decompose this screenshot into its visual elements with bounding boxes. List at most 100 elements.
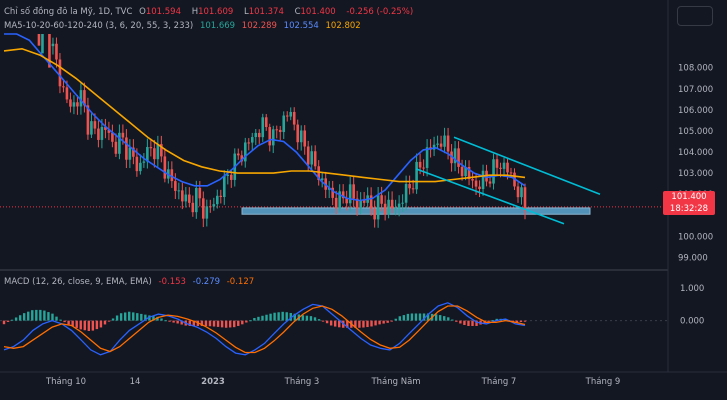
- candle-body: [83, 90, 86, 106]
- macd-histogram-bar: [333, 320, 337, 327]
- macd-histogram-bar: [338, 320, 341, 328]
- candle-body: [229, 174, 233, 180]
- macd-histogram-bar: [180, 320, 183, 325]
- macd-histogram-bar: [164, 320, 167, 322]
- candle-body: [153, 148, 156, 160]
- macd-histogram-bar: [467, 320, 470, 326]
- candle-body: [397, 203, 401, 209]
- candle-body: [198, 187, 202, 199]
- macd-histogram-bar: [515, 320, 519, 323]
- chart-title-bar: Chỉ số đồng đô la Mỹ, 1D, TVC O101.594 H…: [4, 7, 417, 18]
- macd-histogram-bar: [249, 320, 252, 322]
- macd-histogram-bar: [309, 316, 313, 321]
- candle-body: [209, 206, 212, 208]
- macd-histogram-bar: [22, 313, 26, 321]
- trendlines[interactable]: [415, 136, 601, 225]
- candle-body: [72, 102, 76, 107]
- candle-body: [331, 187, 334, 198]
- toolbar-button[interactable]: [677, 6, 713, 26]
- ma-label[interactable]: MA5-10-20-60-120-240 (3, 6, 20, 55, 3, 2…: [4, 21, 194, 31]
- candle-body: [125, 137, 128, 160]
- macd-label[interactable]: MACD (12, 26, close, 9, EMA, EMA): [4, 277, 152, 287]
- macd-histogram-bar: [128, 311, 131, 321]
- candle-body: [257, 132, 261, 138]
- macd-histogram-bar: [172, 320, 175, 323]
- candle-body: [432, 144, 436, 150]
- symbol-title[interactable]: Chỉ số đồng đô la Mỹ, 1D, TVC: [4, 7, 133, 17]
- last-price-value: 101.400: [671, 192, 707, 202]
- candle-body: [202, 198, 205, 219]
- candle-body: [453, 148, 457, 164]
- candle-body: [146, 147, 149, 162]
- macd-histogram-bar: [261, 315, 264, 321]
- candle-body: [443, 135, 446, 147]
- macd-histogram-bar: [511, 320, 515, 322]
- candle-body: [310, 151, 314, 165]
- macd-histogram-bar: [313, 317, 317, 321]
- candle-body: [523, 187, 527, 211]
- macd-histogram-bar: [386, 320, 389, 323]
- macd-histogram-bar: [192, 320, 196, 326]
- macd-histogram-bar: [148, 315, 151, 321]
- macd-histogram-bar: [241, 320, 244, 325]
- price-change: -0.256 (-0.25%): [346, 7, 414, 17]
- candle-body: [261, 117, 265, 138]
- macd-histogram-bar: [140, 313, 143, 321]
- time-tick-label: Tháng 10: [45, 377, 86, 387]
- candle-body: [139, 162, 142, 172]
- price-tick-label: 99.000: [678, 253, 708, 263]
- candle-body: [58, 59, 62, 87]
- candle-body: [359, 199, 362, 209]
- candle-body: [79, 90, 83, 107]
- macd-histogram-bar: [329, 320, 333, 326]
- candle-body: [163, 156, 167, 179]
- macd-histogram-bar: [43, 310, 46, 321]
- candle-body: [415, 161, 418, 190]
- macd-panel: [0, 302, 668, 356]
- candle-body: [268, 127, 272, 146]
- time-tick-label: Tháng 9: [585, 377, 621, 387]
- candle-body: [506, 162, 509, 173]
- macd-histogram-bar: [354, 320, 357, 328]
- macd-histogram-bar: [451, 319, 454, 321]
- candle-body: [275, 129, 279, 131]
- candle-body: [236, 153, 240, 156]
- macd-histogram-bar: [79, 320, 82, 330]
- ohlc-high: H101.609: [191, 7, 234, 17]
- candle-body: [174, 181, 177, 191]
- macd-histogram-bar: [491, 320, 494, 322]
- candle-body: [317, 166, 320, 181]
- candle-body: [69, 99, 72, 107]
- macd-histogram-bar: [2, 320, 6, 325]
- ma-legend: MA5-10-20-60-120-240 (3, 6, 20, 55, 3, 2…: [4, 21, 365, 32]
- macd-line-value: -0.279: [192, 277, 221, 287]
- time-axis[interactable]: Tháng 10 14 2023 Tháng 3 Tháng Năm Tháng 7 Thá…: [45, 377, 620, 387]
- macd-histogram-bar: [447, 317, 450, 321]
- macd-histogram-bar: [200, 320, 204, 326]
- candle-body: [188, 194, 191, 203]
- candle-body: [394, 208, 397, 210]
- support-zone-rect: [241, 207, 591, 215]
- macd-histogram-bar: [366, 320, 369, 328]
- candle-body: [341, 191, 345, 199]
- macd-histogram-bar: [75, 320, 78, 328]
- macd-histogram-bar: [63, 320, 66, 323]
- candle-body: [48, 34, 51, 68]
- macd-histogram-bar: [382, 320, 385, 324]
- candle-body: [156, 144, 160, 160]
- candle-body: [142, 161, 146, 163]
- candle-body: [222, 175, 226, 197]
- candle-body: [404, 184, 408, 203]
- candle-body: [100, 127, 104, 140]
- macd-histogram-bar: [463, 320, 466, 325]
- macd-histogram-bar: [346, 320, 349, 328]
- moving-average-line: [3, 47, 526, 183]
- moving-average-line: [4, 33, 526, 202]
- macd-histogram-bar: [233, 320, 236, 328]
- candle-body: [376, 195, 380, 220]
- macd-histogram-bar: [406, 313, 410, 321]
- candle-body: [348, 184, 352, 204]
- candle-body: [118, 132, 121, 154]
- macd-histogram-bar: [443, 316, 446, 321]
